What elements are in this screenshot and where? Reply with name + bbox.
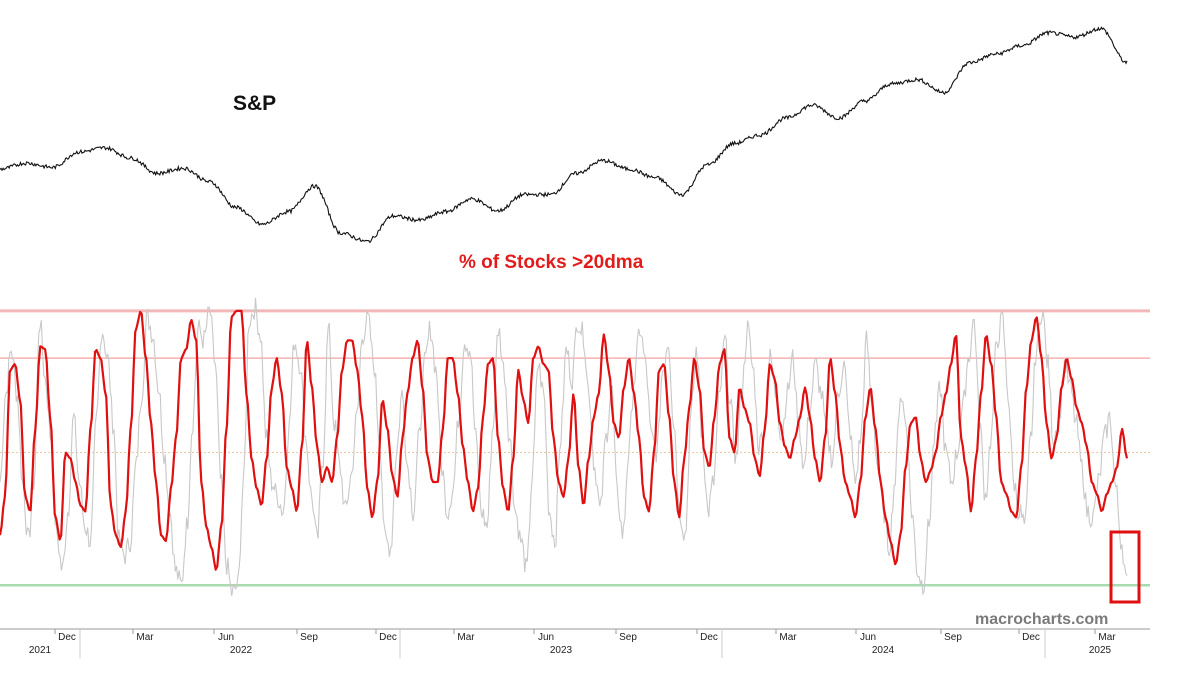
x-tick-label-month: Sep	[619, 632, 637, 643]
x-tick-label-month: Mar	[779, 632, 797, 643]
recent-highlight-box	[1109, 530, 1141, 604]
breadth-raw-series	[0, 297, 1128, 597]
x-tick-label-month: Mar	[457, 632, 475, 643]
watermark: macrocharts.com	[975, 611, 1108, 628]
breadth-label: % of Stocks >20dma	[459, 252, 644, 273]
sp-label: S&P	[233, 92, 276, 115]
x-tick-label-year: 2022	[230, 645, 253, 656]
x-tick-label-month: Dec	[58, 632, 76, 643]
x-tick-label-month: Mar	[1098, 632, 1116, 643]
x-tick-label-month: Sep	[300, 632, 318, 643]
sp-price-series	[0, 26, 1128, 244]
x-tick-label-month: Dec	[379, 632, 397, 643]
breadth-raw-line	[0, 297, 1128, 597]
breadth-smoothed-line	[0, 309, 1129, 571]
x-tick-label-month: Mar	[136, 632, 154, 643]
sp-line	[0, 26, 1128, 244]
x-tick-label-year: 2023	[550, 645, 573, 656]
x-tick-label-year: 2021	[29, 645, 52, 656]
x-tick-label-month: Jun	[218, 632, 234, 643]
x-tick-label-year: 2025	[1089, 645, 1112, 656]
x-axis: Dec Mar Jun Sep Dec Mar Jun Sep Dec Mar Jun Sep Dec M…	[0, 628, 1150, 658]
x-tick-label-month: Sep	[944, 632, 962, 643]
x-tick-label-month: Jun	[538, 632, 554, 643]
breadth-smoothed-series	[0, 309, 1129, 571]
x-tick-label-month: Jun	[860, 632, 876, 643]
x-tick-label-month: Dec	[700, 632, 718, 643]
x-tick-label-year: 2024	[872, 645, 895, 656]
x-tick-label-month: Dec	[1022, 632, 1040, 643]
